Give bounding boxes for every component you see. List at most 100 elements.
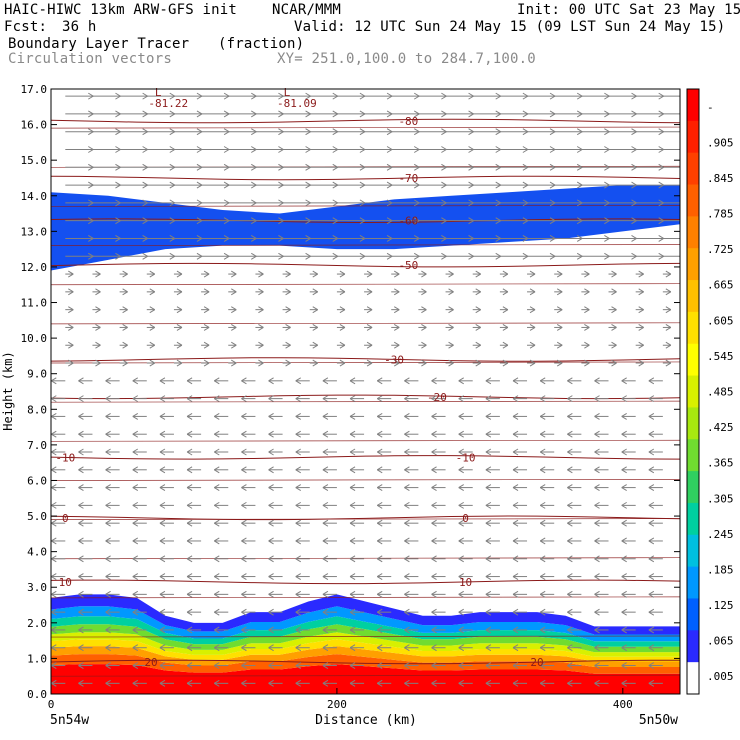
wind-vector-head xyxy=(404,484,410,492)
wind-vector-head xyxy=(51,626,57,634)
wind-vector-head xyxy=(322,430,329,438)
colorbar-label: - xyxy=(707,101,714,114)
wind-vector-head xyxy=(132,448,139,456)
wind-vector-head xyxy=(458,448,464,456)
wind-vector-head xyxy=(186,519,193,527)
wind-vector-head xyxy=(567,573,573,580)
tracer-band-1 xyxy=(51,654,680,694)
contour-label: 0 xyxy=(462,512,469,525)
wind-vector-head xyxy=(295,448,302,456)
wind-vector-head xyxy=(149,341,156,349)
wind-vector-head xyxy=(214,537,220,545)
wind-vector-head xyxy=(404,501,410,509)
colorbar-cell xyxy=(687,280,699,313)
wind-vector-head xyxy=(176,341,183,349)
wind-vector-head xyxy=(159,377,166,385)
wind-vector-head xyxy=(349,679,356,687)
wind-vector-head xyxy=(186,412,193,420)
wind-vector-head xyxy=(594,537,600,545)
wind-vector-head xyxy=(594,679,600,687)
wind-vector-head xyxy=(149,270,156,278)
wind-vector-head xyxy=(122,306,128,314)
wind-vector-head xyxy=(421,324,427,331)
colorbar-label: .905 xyxy=(707,136,734,149)
wind-vector-head xyxy=(512,519,519,527)
wind-vector-head xyxy=(594,555,600,563)
wind-vector-head xyxy=(322,608,329,616)
wind-vector-head xyxy=(366,359,373,367)
wind-vector-head xyxy=(241,519,247,527)
wind-vector-head xyxy=(539,466,546,474)
y-tick-label: 16.0 xyxy=(21,119,48,132)
wind-vector-head xyxy=(567,644,573,652)
wind-vector-head xyxy=(431,626,437,634)
wind-vector-head xyxy=(611,306,617,314)
wind-vector-head xyxy=(95,306,101,314)
wind-vector-head xyxy=(51,608,57,616)
wind-vector-head xyxy=(648,484,655,492)
wind-vector-head xyxy=(268,590,274,598)
y-tick-label: 5.0 xyxy=(27,510,47,523)
wind-vector-head xyxy=(584,324,590,331)
wind-vector-head xyxy=(485,412,492,420)
wind-vector-head xyxy=(376,519,383,527)
wind-vector-head xyxy=(122,288,128,296)
wind-vector-head xyxy=(349,395,356,403)
wind-vector-head xyxy=(431,377,437,385)
colorbar-label: .545 xyxy=(707,350,734,363)
wind-vector-head xyxy=(149,306,156,314)
contour--50 xyxy=(51,262,680,268)
wind-vector-head xyxy=(132,662,139,669)
wind-vector-head xyxy=(458,679,464,687)
contour-line xyxy=(51,126,680,129)
wind-vector-head xyxy=(339,306,346,314)
wind-vector-head xyxy=(186,573,193,580)
wind-vector-head xyxy=(458,626,464,634)
wind-vector-head xyxy=(78,537,84,545)
header-fcst-label: Fcst: xyxy=(4,19,48,35)
wind-vector-head xyxy=(512,430,519,438)
y-axis-title: Height (km) xyxy=(1,351,15,430)
wind-vector-head xyxy=(322,501,329,509)
wind-vector-head xyxy=(132,519,139,527)
wind-vector-head xyxy=(539,412,546,420)
wind-vector-head xyxy=(475,306,481,314)
wind-vector-head xyxy=(556,324,563,331)
right-endpoint-label: 5n50w xyxy=(639,713,678,728)
wind-vector-head xyxy=(241,537,247,545)
colorbar-cell xyxy=(687,120,699,154)
wind-vector-head xyxy=(159,573,166,580)
wind-vector-head xyxy=(231,359,237,367)
wind-vector-head xyxy=(78,679,84,687)
wind-vector-head xyxy=(268,537,274,545)
wind-vector-head xyxy=(621,608,627,616)
wind-vector-head xyxy=(539,590,546,598)
contour-line xyxy=(51,518,680,520)
wind-vector-head xyxy=(594,430,600,438)
colorbar-cell xyxy=(687,662,699,695)
wind-vector-head xyxy=(95,288,101,296)
wind-vector-head xyxy=(594,484,600,492)
wind-vector-head xyxy=(132,679,139,687)
wind-vector-head xyxy=(366,306,373,314)
wind-vector-head xyxy=(51,395,57,403)
wind-vector-head xyxy=(51,644,57,652)
y-tick-label: 11.0 xyxy=(21,297,48,310)
wind-vector-head xyxy=(458,662,464,669)
minimum-label: -81.09 xyxy=(277,97,317,110)
wind-vector-head xyxy=(611,270,617,278)
wind-vector-head xyxy=(78,430,84,438)
wind-vector-head xyxy=(95,341,101,349)
wind-vector-head xyxy=(485,501,492,509)
wind-vector-head xyxy=(68,359,74,367)
colorbar-cell xyxy=(687,471,699,504)
wind-vector-head xyxy=(132,466,139,474)
wind-vector-head xyxy=(376,555,383,563)
wind-vector-head xyxy=(458,430,464,438)
wind-vector-head xyxy=(268,679,274,687)
wind-vector-head xyxy=(567,555,573,563)
wind-vector-head xyxy=(214,644,220,652)
wind-vector-head xyxy=(285,288,291,296)
wind-vector-head xyxy=(132,555,139,563)
wind-vector-head xyxy=(105,466,111,474)
